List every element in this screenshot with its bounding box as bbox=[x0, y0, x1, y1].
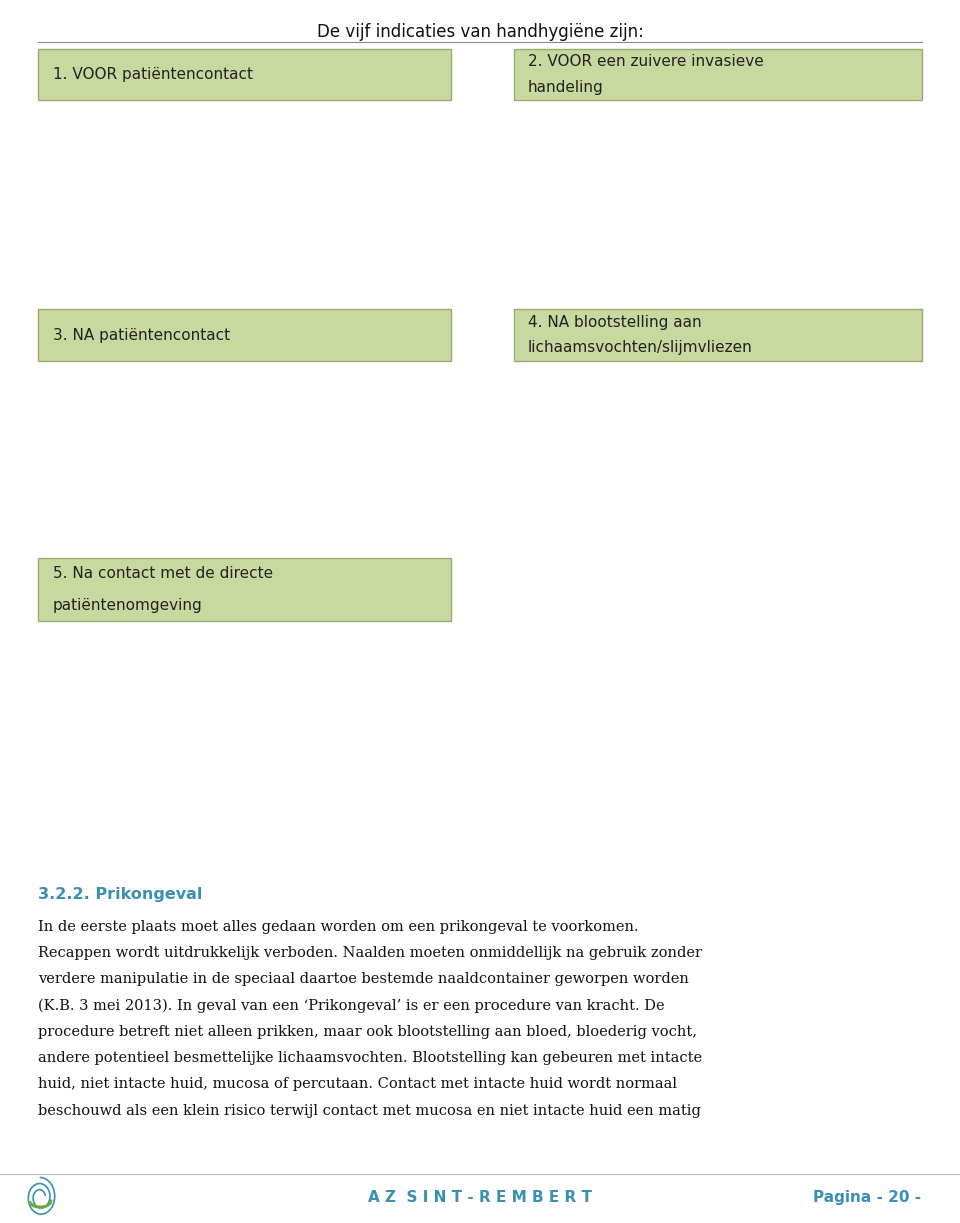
Text: lichaamsvochten/slijmvliezen: lichaamsvochten/slijmvliezen bbox=[528, 340, 753, 356]
Text: procedure betreft niet alleen prikken, maar ook blootstelling aan bloed, bloeder: procedure betreft niet alleen prikken, m… bbox=[38, 1025, 697, 1038]
Text: andere potentieel besmettelijke lichaamsvochten. Blootstelling kan gebeuren met : andere potentieel besmettelijke lichaams… bbox=[38, 1051, 703, 1065]
Text: verdere manipulatie in de speciaal daartoe bestemde naaldcontainer geworpen word: verdere manipulatie in de speciaal daart… bbox=[38, 972, 689, 986]
Text: 5. Na contact met de directe: 5. Na contact met de directe bbox=[53, 566, 273, 581]
Text: A Z  S I N T - R E M B E R T: A Z S I N T - R E M B E R T bbox=[368, 1190, 592, 1205]
Text: De vijf indicaties van handhygiëne zijn:: De vijf indicaties van handhygiëne zijn: bbox=[317, 23, 643, 40]
Text: 3.2.2. Prikongeval: 3.2.2. Prikongeval bbox=[38, 887, 203, 901]
FancyBboxPatch shape bbox=[38, 558, 451, 621]
Text: 3. NA patiëntencontact: 3. NA patiëntencontact bbox=[53, 328, 230, 342]
Text: handeling: handeling bbox=[528, 79, 604, 95]
Text: 1. VOOR patiëntencontact: 1. VOOR patiëntencontact bbox=[53, 67, 252, 82]
Text: patiëntenomgeving: patiëntenomgeving bbox=[53, 598, 203, 613]
FancyBboxPatch shape bbox=[514, 309, 922, 361]
Text: Pagina - 20 -: Pagina - 20 - bbox=[813, 1190, 922, 1205]
Text: 4. NA blootstelling aan: 4. NA blootstelling aan bbox=[528, 314, 702, 330]
FancyBboxPatch shape bbox=[38, 49, 451, 100]
FancyBboxPatch shape bbox=[514, 49, 922, 100]
Text: Recappen wordt uitdrukkelijk verboden. Naalden moeten onmiddellijk na gebruik zo: Recappen wordt uitdrukkelijk verboden. N… bbox=[38, 947, 703, 960]
Text: huid, niet intacte huid, mucosa of percutaan. Contact met intacte huid wordt nor: huid, niet intacte huid, mucosa of percu… bbox=[38, 1077, 678, 1091]
Text: 2. VOOR een zuivere invasieve: 2. VOOR een zuivere invasieve bbox=[528, 54, 764, 70]
FancyBboxPatch shape bbox=[38, 309, 451, 361]
Text: In de eerste plaats moet alles gedaan worden om een prikongeval te voorkomen.: In de eerste plaats moet alles gedaan wo… bbox=[38, 920, 639, 933]
Text: beschouwd als een klein risico terwijl contact met mucosa en niet intacte huid e: beschouwd als een klein risico terwijl c… bbox=[38, 1103, 701, 1118]
Text: (K.B. 3 mei 2013). In geval van een ‘Prikongeval’ is er een procedure van kracht: (K.B. 3 mei 2013). In geval van een ‘Pri… bbox=[38, 998, 665, 1013]
